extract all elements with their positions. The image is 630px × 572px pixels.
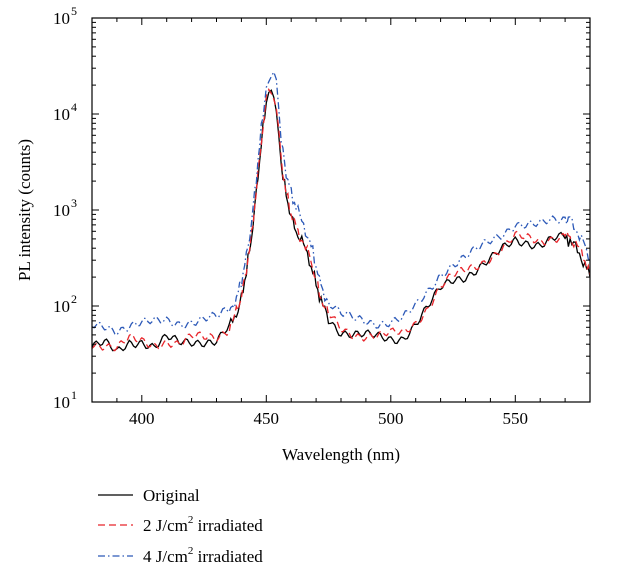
- legend-label-2j-tail: irradiated: [193, 516, 263, 535]
- y-tick-label-exponent: 2: [71, 292, 77, 306]
- series-line-2: [92, 70, 590, 337]
- x-tick-label: 400: [129, 409, 155, 428]
- legend-label-2j-main: 2 J/cm: [143, 516, 188, 535]
- legend-item-4j-irradiated: 4 J/cm2 irradiated: [98, 545, 263, 566]
- y-tick-label: 10: [53, 9, 70, 28]
- x-tick-label: 550: [503, 409, 529, 428]
- legend: Original 2 J/cm2 irradiated 4 J/cm2 irra…: [98, 486, 263, 566]
- y-tick-label-exponent: 1: [71, 388, 77, 402]
- y-tick-label-base: 10: [53, 9, 70, 28]
- legend-label-4j-irradiated: 4 J/cm2 irradiated: [143, 545, 263, 566]
- x-axis-title: Wavelength (nm): [282, 445, 400, 464]
- plot-frame: [91, 17, 591, 403]
- series-layer: [92, 70, 590, 352]
- x-tick-label: 500: [378, 409, 404, 428]
- y-tick-label-base: 10: [53, 297, 70, 316]
- y-tick-label: 10: [53, 297, 70, 316]
- legend-label-original: Original: [143, 486, 200, 505]
- legend-label-2j-sup: 2: [188, 514, 194, 526]
- legend-item-original: Original: [98, 486, 200, 505]
- y-tick-label: 10: [53, 105, 70, 124]
- legend-label-2j-irradiated: 2 J/cm2 irradiated: [143, 514, 263, 535]
- y-axis-title: PL intensity (counts): [15, 139, 34, 281]
- y-tick-label-base: 10: [53, 393, 70, 412]
- y-tick-label-exponent: 3: [71, 196, 77, 210]
- y-tick-label-base: 10: [53, 201, 70, 220]
- x-tick-label: 450: [254, 409, 280, 428]
- y-tick-label-exponent: 4: [71, 100, 77, 114]
- legend-label-4j-main: 4 J/cm: [143, 547, 188, 566]
- y-tick-label: 10: [53, 393, 70, 412]
- y-tick-label: 10: [53, 201, 70, 220]
- series-line-0: [92, 89, 590, 352]
- legend-label-4j-tail: irradiated: [193, 547, 263, 566]
- y-tick-label-base: 10: [53, 105, 70, 124]
- legend-label-4j-sup: 2: [188, 545, 194, 557]
- legend-item-2j-irradiated: 2 J/cm2 irradiated: [98, 514, 263, 535]
- y-tick-label-exponent: 5: [71, 4, 77, 18]
- series-line-1: [92, 88, 590, 352]
